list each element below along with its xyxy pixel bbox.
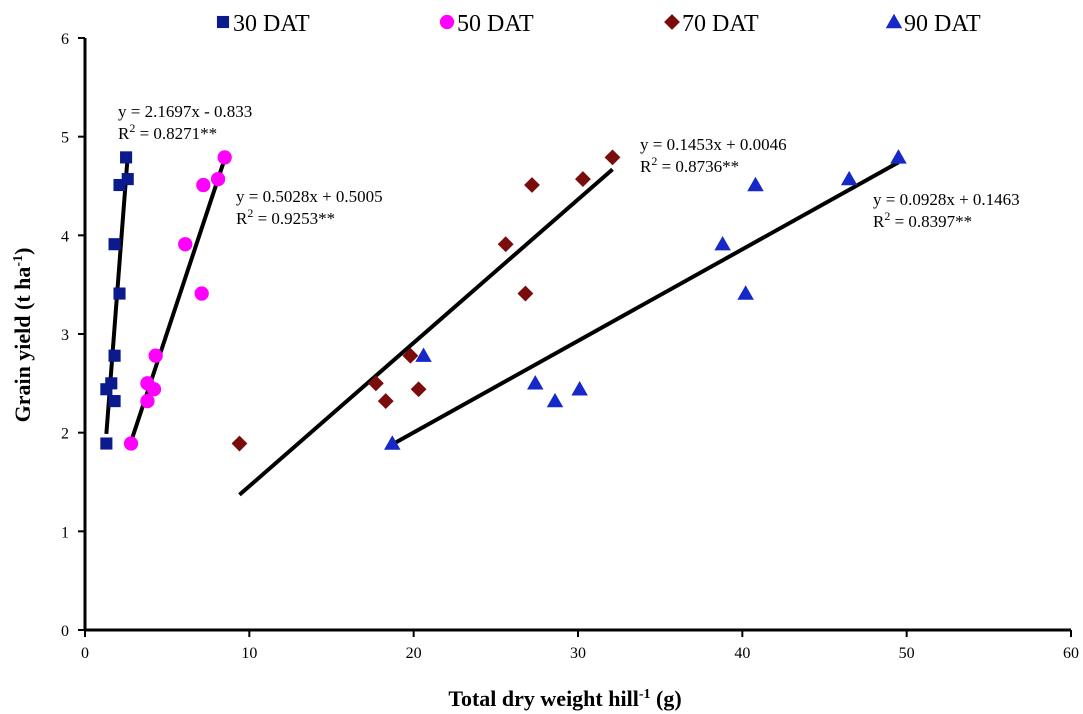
data-point-triangle	[527, 375, 544, 390]
data-point-circle	[196, 177, 211, 193]
legend-label: 50 DAT	[457, 11, 534, 37]
regression-equation: y = 0.0928x + 0.1463	[873, 190, 1020, 209]
data-point-circle	[123, 436, 139, 451]
legend-marker-circle	[439, 14, 455, 30]
data-point-square	[120, 151, 133, 164]
data-point-circle	[140, 393, 155, 409]
legend-marker-square	[216, 15, 230, 29]
data-point-circle	[178, 237, 193, 252]
x-tick-label: 20	[406, 645, 422, 662]
y-tick-label: 0	[61, 623, 69, 640]
axes: 0 10 20 30 40 50 60 0 1 2 3 4 5 6	[61, 31, 1079, 662]
y-axis-title: Grain yield (t ha-1)	[10, 248, 35, 423]
trend-line-4	[391, 160, 900, 447]
data-point-diamond	[231, 435, 248, 452]
legend: 30 DAT 50 DAT 70 DAT 90 DAT	[216, 11, 981, 37]
data-point-diamond	[410, 381, 427, 398]
data-point-square	[108, 238, 121, 251]
data-point-square	[113, 287, 126, 300]
y-tick-label: 1	[61, 524, 69, 541]
x-tick-label: 0	[81, 645, 89, 662]
r-squared-label: R2 = 0.8736**	[640, 154, 739, 176]
data-point-diamond	[377, 393, 394, 410]
trend-lines	[104, 155, 900, 497]
data-point-triangle	[384, 435, 401, 450]
data-point-square	[121, 173, 134, 186]
data-point-triangle	[714, 235, 731, 251]
data-point-diamond	[517, 285, 534, 302]
regression-equation: y = 0.1453x + 0.0046	[640, 135, 787, 154]
legend-marker-triangle	[885, 13, 903, 29]
legend-label: 70 DAT	[682, 11, 759, 37]
data-point-triangle	[737, 285, 754, 300]
x-tick-label: 60	[1063, 645, 1079, 662]
data-point-triangle	[890, 149, 907, 164]
y-tick-label: 5	[61, 130, 69, 147]
data-point-circle	[210, 171, 226, 187]
data-point-triangle	[546, 392, 564, 408]
r-squared-label: R2 = 0.9253**	[236, 206, 335, 228]
data-point-triangle	[747, 176, 764, 192]
data-point-diamond	[497, 236, 514, 253]
data-point-square	[105, 377, 118, 390]
y-tick-label: 4	[61, 228, 69, 245]
data-point-diamond	[604, 149, 621, 166]
data-point-circle	[146, 382, 162, 397]
x-tick-label: 10	[241, 645, 257, 662]
x-tick-label: 40	[734, 645, 750, 662]
data-point-square	[108, 395, 121, 408]
regression-equation: y = 0.5028x + 0.5005	[236, 187, 383, 206]
x-tick-label: 30	[570, 645, 586, 662]
trend-line-3	[238, 167, 614, 497]
data-point-circle	[194, 286, 209, 301]
r-squared-label: R2 = 0.8271**	[118, 121, 217, 143]
legend-marker-diamond	[664, 14, 680, 30]
x-tick-label: 50	[899, 645, 915, 662]
data-point-diamond	[524, 177, 540, 193]
data-point-circle	[217, 150, 232, 165]
data-markers	[100, 149, 907, 452]
y-tick-label: 2	[61, 426, 69, 443]
data-point-square	[108, 349, 121, 362]
data-point-diamond	[402, 347, 419, 364]
data-point-triangle	[840, 170, 858, 186]
data-point-diamond	[575, 171, 591, 188]
data-point-circle	[148, 348, 163, 363]
regression-equation: y = 2.1697x - 0.833	[118, 102, 252, 121]
data-point-triangle	[415, 347, 432, 362]
y-tick-label: 6	[61, 31, 69, 48]
legend-label: 90 DAT	[904, 11, 981, 37]
data-point-diamond	[367, 375, 384, 392]
legend-label: 30 DAT	[233, 11, 310, 37]
data-point-triangle	[571, 381, 588, 396]
data-point-square	[100, 437, 113, 450]
x-axis-title: Total dry weight hill-1 (g)	[448, 686, 681, 711]
r-squared-label: R2 = 0.8397**	[873, 209, 972, 231]
y-tick-label: 3	[61, 327, 69, 344]
